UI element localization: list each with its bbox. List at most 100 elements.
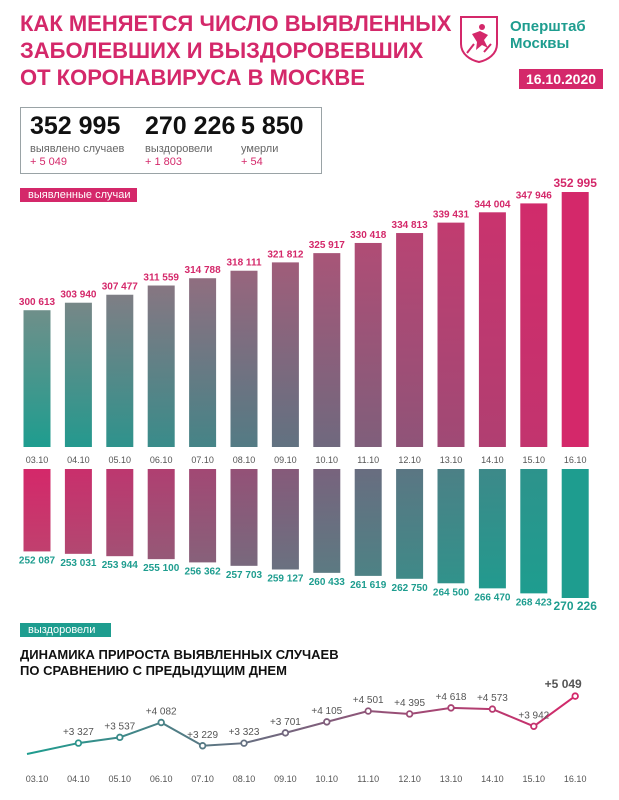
cases-value-label: 352 995 [554, 176, 598, 190]
cases-date-tick: 03.10 [26, 455, 49, 465]
growth-date-tick: 12.10 [398, 774, 421, 784]
growth-date-tick: 05.10 [109, 774, 132, 784]
growth-point [571, 692, 579, 700]
growth-line-chart: +3 327 +3 537 +4 082 +3 229 +3 323 +3 701 +4 1… [26, 677, 587, 784]
cases-date-tick: 15.10 [523, 455, 546, 465]
org-line-1: Оперштаб [510, 18, 586, 35]
recovered-value-label: 261 619 [350, 580, 387, 591]
cases-bar [478, 212, 506, 447]
cases-value-label: 318 111 [226, 258, 261, 269]
growth-date-tick: 13.10 [440, 774, 463, 784]
growth-value-label: +4 573 [477, 693, 508, 704]
recovered-bar [561, 469, 589, 598]
growth-point [405, 710, 414, 718]
stat-deaths-label: умерли [241, 143, 279, 155]
growth-date-tick: 15.10 [523, 774, 546, 784]
recovered-value-label: 264 500 [433, 587, 470, 598]
growth-value-label: +4 395 [394, 698, 425, 709]
recovered-bar [64, 469, 92, 554]
cases-value-label: 334 813 [392, 220, 429, 231]
growth-date-tick: 09.10 [274, 774, 297, 784]
cases-value-label: 325 917 [309, 240, 346, 251]
recovered-bar [271, 469, 299, 570]
title-line-1: Как меняется число выявленных [20, 11, 452, 36]
recovered-bar [147, 469, 175, 560]
recovered-bar [230, 469, 258, 566]
cases-date-tick: 12.10 [398, 455, 421, 465]
recovered-bar [396, 469, 424, 579]
cases-value-label: 307 477 [102, 282, 139, 293]
recovered-bar [106, 469, 134, 557]
recovered-value-label: 257 703 [226, 570, 263, 581]
cases-bar-chart: 300 613 03.10 303 940 04.10 307 477 05.10 311 … [19, 176, 597, 465]
recovered-bar [478, 469, 506, 589]
recovered-bar [313, 469, 341, 573]
stat-recovered-value: 270 226 [145, 112, 236, 140]
cases-bar [561, 192, 589, 447]
growth-point [281, 729, 290, 737]
stat-deaths-increment: + 54 [241, 156, 263, 168]
recovered-value-label: 255 100 [143, 563, 180, 574]
recovered-bar [520, 469, 548, 594]
growth-point [240, 739, 248, 747]
recovered-bar [354, 469, 382, 576]
recovered-value-label: 253 031 [60, 558, 97, 569]
cases-date-tick: 04.10 [67, 455, 90, 465]
title-line-2: заболевших и выздоровевших [20, 38, 424, 63]
cases-value-label: 347 946 [516, 190, 553, 201]
growth-value-label: +4 105 [311, 706, 342, 717]
growth-date-tick: 08.10 [233, 774, 256, 784]
growth-title-line-2: по сравнению с предыдущим днем [20, 663, 287, 678]
cases-date-tick: 05.10 [109, 455, 132, 465]
recovered-value-label: 253 944 [102, 560, 139, 571]
stat-cases-value: 352 995 [30, 112, 121, 140]
cases-bar [271, 262, 299, 447]
page-title: Как меняется число выявленных заболевших… [20, 10, 452, 91]
recovered-bar [189, 469, 217, 563]
growth-value-label: +3 701 [270, 717, 301, 728]
growth-point [116, 733, 124, 742]
growth-point [488, 705, 497, 713]
cases-value-label: 321 812 [267, 249, 304, 260]
growth-date-tick: 03.10 [26, 774, 49, 784]
cases-date-tick: 13.10 [440, 455, 463, 465]
cases-value-label: 330 418 [350, 230, 387, 241]
cases-bar [147, 285, 175, 447]
recovered-value-label: 270 226 [554, 599, 598, 613]
growth-date-tick: 07.10 [191, 774, 214, 784]
growth-value-label: +4 501 [353, 695, 384, 706]
date-badge: 16.10.2020 [519, 69, 603, 89]
org-line-2: Москвы [510, 35, 570, 52]
moscow-coat-of-arms-icon [460, 16, 498, 64]
growth-point [530, 722, 538, 731]
cases-bar [230, 270, 258, 447]
growth-value-label: +3 229 [187, 730, 218, 741]
recovered-value-label: 259 127 [267, 573, 304, 584]
growth-date-tick: 14.10 [481, 774, 504, 784]
stat-recovered-label: выздоровели [145, 143, 213, 155]
cases-bar [23, 310, 51, 447]
cases-bar [64, 302, 92, 447]
cases-date-tick: 16.10 [564, 455, 587, 465]
cases-value-label: 339 431 [433, 210, 470, 221]
recovered-bar-chart: 252 087 253 031 253 944 255 100 256 362 257 7… [19, 469, 597, 613]
stat-cases-label: выявлено случаев [30, 143, 125, 155]
recovered-bar [23, 469, 51, 552]
cases-value-label: 300 613 [19, 297, 56, 308]
cases-bar [396, 233, 424, 447]
growth-value-label: +3 537 [104, 721, 135, 732]
cases-bar [313, 253, 341, 447]
recovered-value-label: 268 423 [516, 597, 553, 608]
cases-date-tick: 09.10 [274, 455, 297, 465]
growth-date-tick: 10.10 [316, 774, 339, 784]
growth-title-line-1: Динамика прироста выявленных случаев [20, 647, 339, 662]
cases-date-tick: 10.10 [316, 455, 339, 465]
growth-point [198, 742, 207, 750]
growth-value-label: +3 327 [63, 727, 94, 738]
cases-bar [520, 203, 548, 447]
growth-chart-title: Динамика прироста выявленных случаев по … [20, 647, 339, 679]
recovered-value-label: 262 750 [392, 583, 429, 594]
stat-recovered-increment: + 1 803 [145, 156, 183, 168]
cases-date-tick: 08.10 [233, 455, 256, 465]
